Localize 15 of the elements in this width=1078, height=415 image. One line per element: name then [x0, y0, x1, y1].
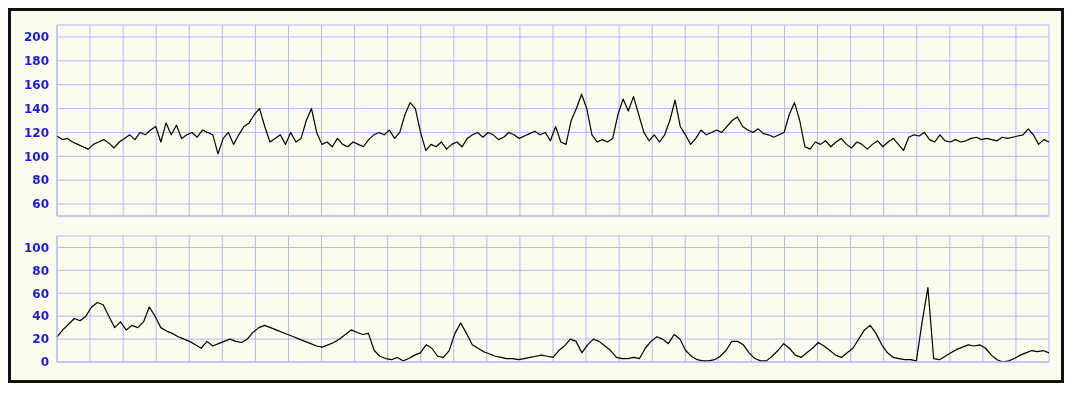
y-tick-label: 0 — [40, 355, 49, 370]
y-tick-label: 140 — [23, 101, 49, 116]
y-tick-label: 100 — [23, 149, 49, 164]
y-tick-label: 60 — [32, 286, 49, 301]
y-tick-label: 120 — [23, 125, 49, 140]
y-tick-label: 40 — [32, 309, 49, 324]
y-tick-label: 160 — [23, 77, 49, 92]
y-tick-label: 100 — [23, 240, 49, 255]
y-tick-label: 20 — [32, 332, 49, 347]
y-tick-label: 80 — [32, 263, 49, 278]
line-series — [56, 93, 1050, 155]
y-tick-label: 200 — [23, 30, 49, 45]
y-tick-label: 180 — [23, 54, 49, 69]
y-tick-label: 60 — [32, 197, 49, 212]
y-tick-label: 80 — [32, 173, 49, 188]
